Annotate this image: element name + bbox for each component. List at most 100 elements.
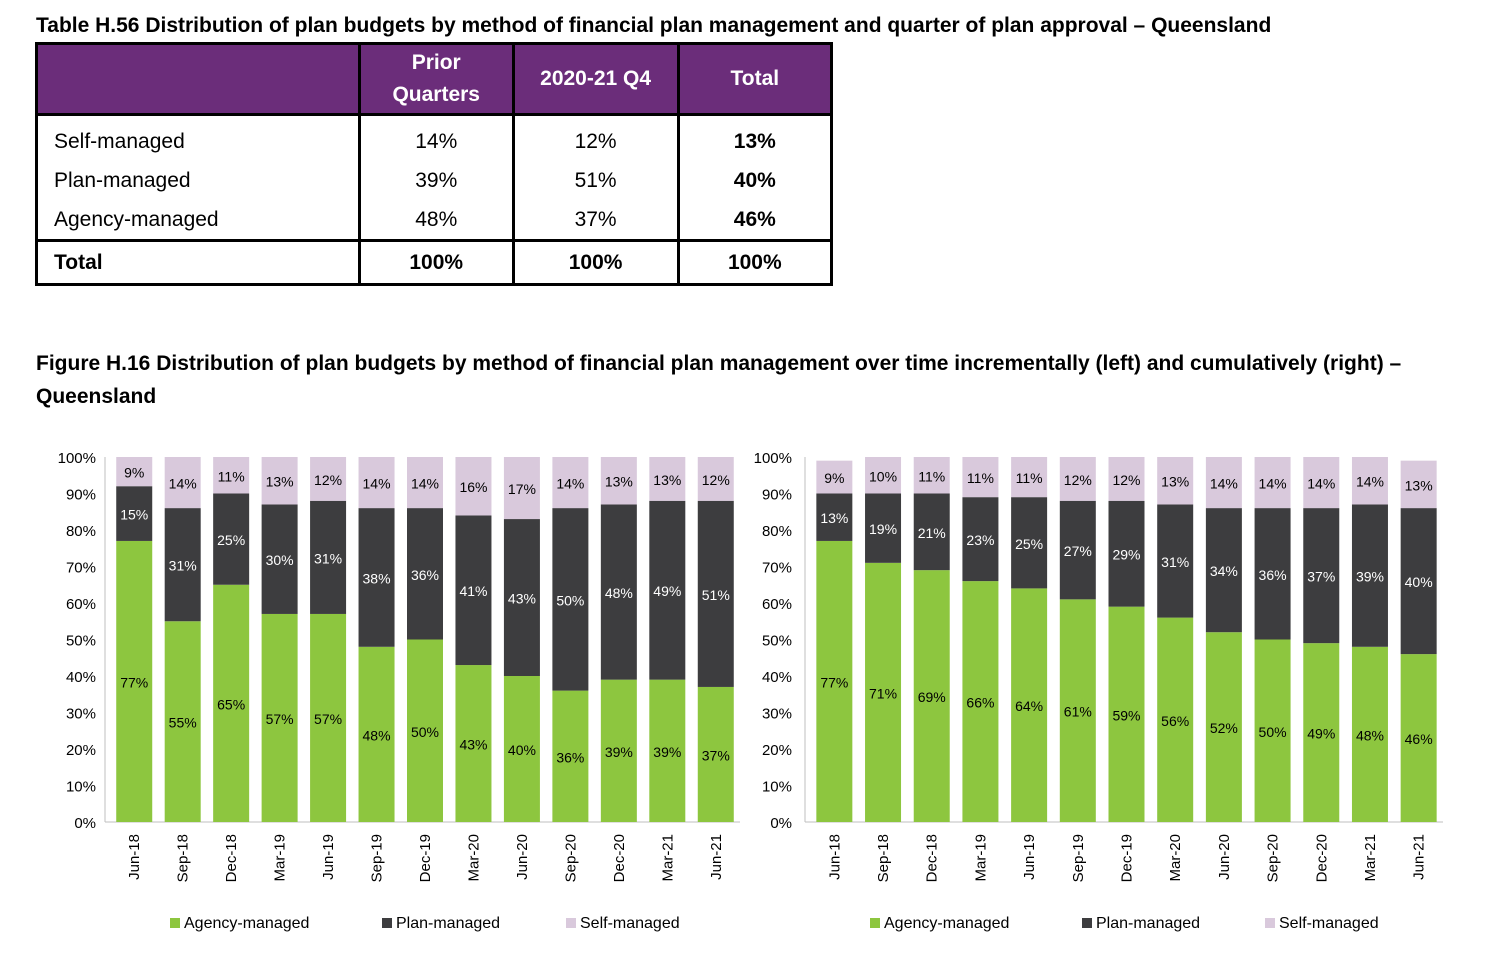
x-tick-label: Mar-21 — [659, 834, 676, 882]
legend-label-self: Self-managed — [1279, 915, 1379, 932]
data-label: 50% — [556, 592, 584, 608]
bar-agency — [865, 562, 902, 822]
x-tick-label: Mar-21 — [1362, 834, 1379, 882]
y-tick-label: 20% — [66, 742, 96, 759]
data-label: 12% — [702, 472, 730, 488]
bar-plan — [649, 500, 686, 680]
bar-agency — [600, 679, 637, 822]
bar-plan — [1351, 504, 1388, 647]
bar-plan — [310, 500, 347, 614]
data-label: 14% — [363, 476, 391, 492]
x-tick-label: Sep-20 — [1265, 834, 1282, 882]
bar-agency — [116, 540, 153, 822]
bar-plan — [1400, 508, 1437, 655]
bar-plan — [116, 486, 153, 541]
chart-cumulative: 0% 10% 20% 30% 40% 50% 60% 70% 80% 90% 100% 77% 13% 9… — [754, 450, 1443, 932]
y-tick-label: 40% — [66, 669, 96, 686]
y-tick-label: 10% — [762, 779, 792, 796]
bar-agency — [649, 679, 686, 822]
y-tick-label: 80% — [762, 523, 792, 540]
bar-self — [600, 457, 637, 505]
bar-plan — [552, 508, 589, 691]
x-tick-label: Dec-18 — [924, 834, 941, 882]
bar-self — [455, 457, 492, 516]
bar-self — [697, 457, 734, 501]
x-tick-label: Mar-19 — [972, 834, 989, 882]
data-label: 16% — [459, 479, 487, 495]
x-tick-label: Mar-20 — [465, 834, 482, 882]
data-label: 61% — [1064, 704, 1092, 720]
data-label: 13% — [1405, 477, 1433, 493]
bar-plan — [865, 493, 902, 563]
data-label: 31% — [314, 550, 342, 566]
data-label: 51% — [702, 587, 730, 603]
cell-total: 13% — [676, 114, 834, 161]
legend-label-agency: Agency-managed — [884, 915, 1009, 932]
data-label: 48% — [605, 585, 633, 601]
bar-agency — [213, 584, 250, 822]
data-label: 57% — [314, 711, 342, 727]
data-label: 14% — [1307, 476, 1335, 492]
bar-plan — [1011, 497, 1048, 589]
data-label: 50% — [1259, 724, 1287, 740]
data-label: 14% — [1210, 476, 1238, 492]
row-label: Self-managed — [35, 114, 361, 161]
table-total-row: Total 100% 100% 100% — [35, 239, 834, 286]
bar-self — [962, 457, 999, 498]
x-tick-label: Dec-18 — [223, 834, 240, 882]
cell-q4: 12% — [511, 114, 680, 161]
bar-self — [865, 457, 902, 494]
data-label: 14% — [556, 476, 584, 492]
data-label: 21% — [918, 525, 946, 541]
table-row: Agency-managed 48% 37% 46% — [35, 200, 834, 241]
bar-plan — [1108, 500, 1145, 607]
bar-self — [649, 457, 686, 501]
bar-agency — [455, 665, 492, 822]
x-tick-label: Jun-20 — [514, 834, 531, 880]
y-tick-label: 30% — [66, 706, 96, 723]
bar-self — [407, 457, 443, 509]
y-tick-label: 30% — [762, 706, 792, 723]
data-label: 48% — [363, 727, 391, 743]
bar-self — [1157, 457, 1194, 505]
bar-self — [552, 457, 589, 509]
x-tick-label: Mar-20 — [1167, 834, 1184, 882]
bar-plan — [1059, 500, 1096, 600]
cell-q4: 100% — [511, 239, 680, 286]
data-label: 14% — [411, 476, 439, 492]
data-label: 77% — [820, 674, 848, 690]
x-tick-label: Dec-20 — [611, 834, 628, 882]
y-tick-label: 0% — [770, 815, 792, 832]
x-tick-label: Dec-20 — [1313, 834, 1330, 882]
bar-self — [213, 457, 250, 494]
data-label: 56% — [1161, 713, 1189, 729]
data-label: 12% — [1064, 472, 1092, 488]
bar-agency — [1011, 588, 1048, 822]
bar-self — [1400, 460, 1437, 509]
bar-plan — [1303, 508, 1340, 644]
charts-area: 0% 10% 20% 30% 40% 50% 60% 70% 80% 90% 100% 77% 15% 9… — [58, 450, 1443, 932]
data-label: 25% — [1015, 536, 1043, 552]
x-tick-label: Sep-18 — [875, 834, 892, 882]
data-label: 13% — [605, 474, 633, 490]
data-label: 36% — [1259, 567, 1287, 583]
bar-agency — [552, 690, 589, 822]
data-label: 65% — [217, 696, 245, 712]
bar-plan — [697, 500, 734, 687]
bar-plan — [164, 508, 201, 622]
data-label: 66% — [966, 695, 994, 711]
bar-plan — [913, 493, 950, 571]
bar-plan — [1205, 508, 1242, 633]
data-label: 9% — [824, 470, 844, 486]
chart-incremental: 0% 10% 20% 30% 40% 50% 60% 70% 80% 90% 100% 77% 15% 9… — [58, 450, 740, 932]
x-tick-label: Jun-21 — [1411, 834, 1428, 880]
data-label: 31% — [1161, 554, 1189, 570]
x-tick-label: Sep-18 — [175, 834, 192, 882]
data-label: 36% — [556, 749, 584, 765]
bar-agency — [697, 686, 734, 822]
cell-prior: 100% — [357, 239, 515, 286]
bar-agency — [407, 639, 443, 822]
data-label: 69% — [918, 689, 946, 705]
data-label: 39% — [1356, 569, 1384, 585]
x-tick-label: Sep-19 — [369, 834, 386, 882]
